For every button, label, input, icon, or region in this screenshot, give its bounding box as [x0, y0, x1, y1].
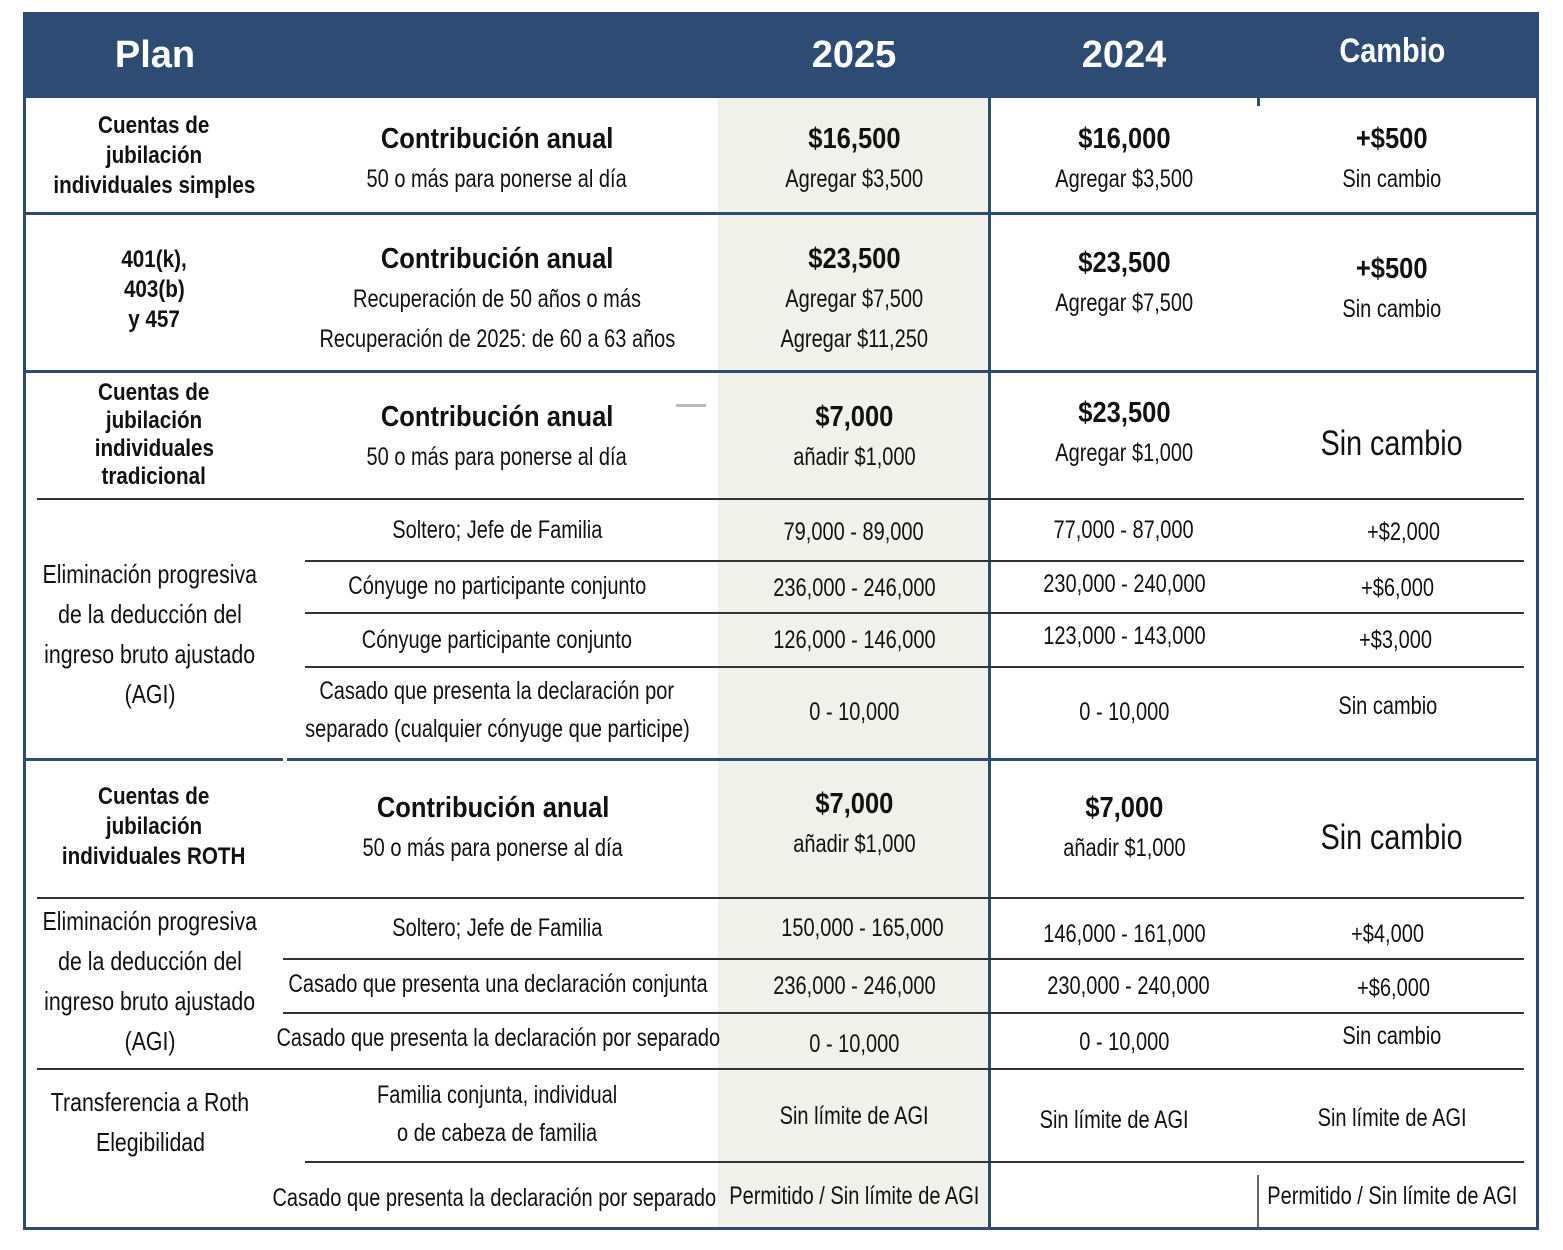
roth-2024: $7,000 añadir $1,000 [1062, 792, 1186, 862]
divider-2024-change-top [1257, 98, 1260, 106]
roth-row-2024: 0 - 10,000 [1078, 1028, 1170, 1056]
roth-row-2024: 230,000 - 240,000 [1046, 972, 1210, 1000]
roth-2025: $7,000 añadir $1,000 [792, 788, 916, 858]
header-2024: 2024 [1081, 33, 1167, 76]
row-separator-thin [305, 560, 1524, 562]
divider-2024-change-bottom [1257, 1175, 1259, 1227]
conv-row-change: Permitido / Sin límite de AGI [1266, 1182, 1518, 1210]
roth-row-2025: 150,000 - 165,000 [780, 914, 944, 942]
row-separator [23, 758, 283, 761]
stray-mark [676, 404, 706, 407]
plan-simple: Cuentas de jubilación individuales simpl… [53, 112, 255, 199]
divider-2025-2024 [988, 98, 991, 1227]
traditional-label: Contribución anual 50 o más para ponerse… [366, 401, 628, 471]
plan-traditional: Cuentas de jubilación individuales tradi… [94, 379, 214, 490]
trad-row-label: Cónyuge participante conjunto [361, 626, 633, 654]
roth-row-label: Soltero; Jefe de Familia [391, 914, 603, 942]
401k-2024: $23,500 Agregar $7,500 [1055, 247, 1193, 317]
trad-row-2025: 236,000 - 246,000 [772, 574, 936, 602]
trad-row-2024: 230,000 - 240,000 [1042, 570, 1206, 598]
trad-row-change: +$3,000 [1359, 626, 1433, 654]
trad-row-change: Sin cambio [1338, 692, 1438, 720]
header-change: Cambio [1339, 31, 1445, 70]
row-separator-thin [283, 1012, 1524, 1014]
trad-row-2025: 0 - 10,000 [808, 698, 900, 726]
trad-row-2024: 0 - 10,000 [1078, 698, 1170, 726]
traditional-2024: $23,500 Agregar $1,000 [1055, 397, 1193, 467]
table-header [23, 12, 1539, 98]
trad-row-label: Casado que presenta la declaración por s… [304, 677, 690, 743]
row-separator-thin [305, 1161, 1524, 1163]
roth-change: Sin cambio [1321, 818, 1463, 857]
row-separator-thin [305, 666, 1524, 668]
trad-row-change: +$6,000 [1361, 574, 1435, 602]
conv-row-2024: Sin límite de AGI [1039, 1106, 1189, 1134]
roth-row-change: +$6,000 [1357, 974, 1431, 1002]
simple-2025: $16,500 Agregar $3,500 [785, 123, 923, 193]
column-2025-highlight [718, 98, 990, 1227]
row-separator [287, 758, 1539, 761]
roth-row-2025: 236,000 - 246,000 [772, 972, 936, 1000]
conv-row-label: Casado que presenta la declaración por s… [272, 1184, 716, 1212]
roth-row-2025: 0 - 10,000 [808, 1030, 900, 1058]
row-separator-thin [283, 958, 1524, 960]
conv-row-label: Familia conjunta, individual o de cabeza… [376, 1081, 618, 1147]
conv-row-2025: Permitido / Sin límite de AGI [728, 1182, 980, 1210]
trad-row-label: Soltero; Jefe de Familia [391, 516, 603, 544]
roth-row-change: +$4,000 [1351, 920, 1425, 948]
traditional-2025: $7,000 añadir $1,000 [792, 401, 916, 471]
401k-change: +$500 Sin cambio [1342, 253, 1442, 323]
conv-row-2025: Sin límite de AGI [779, 1102, 929, 1130]
row-separator [23, 370, 1539, 373]
header-plan: Plan [114, 33, 196, 76]
row-separator [23, 212, 1539, 215]
plan-401k: 401(k), 403(b) y 457 [121, 246, 187, 333]
row-separator-thin [305, 612, 1524, 614]
traditional-change: Sin cambio [1321, 424, 1463, 463]
trad-row-2025: 79,000 - 89,000 [783, 518, 925, 546]
row-separator-thin [37, 498, 1524, 500]
roth-row-label: Casado que presenta la declaración por s… [276, 1024, 720, 1052]
plan-roth: Cuentas de jubilación individuales ROTH [62, 783, 246, 870]
roth-phaseout-label: Eliminación progresiva de la deducción d… [42, 906, 258, 1056]
401k-2025: $23,500 Agregar $7,500 Agregar $11,250 [780, 243, 928, 353]
roth-row-label: Casado que presenta una declaración conj… [288, 970, 708, 998]
401k-label: Contribución anual Recuperación de 50 añ… [319, 243, 675, 353]
header-2025: 2025 [811, 33, 897, 76]
roth-row-change: Sin cambio [1342, 1022, 1442, 1050]
row-separator-thin [37, 897, 1524, 899]
trad-row-label: Cónyuge no participante conjunto [348, 572, 646, 600]
trad-row-2024: 77,000 - 87,000 [1053, 516, 1195, 544]
simple-2024: $16,000 Agregar $3,500 [1055, 123, 1193, 193]
roth-conversion-label: Transferencia a Roth Elegibilidad [50, 1087, 250, 1157]
conv-row-change: Sin límite de AGI [1317, 1104, 1467, 1132]
simple-label: Contribución anual 50 o más para ponerse… [366, 123, 628, 193]
simple-change: +$500 Sin cambio [1342, 123, 1442, 193]
trad-row-2025: 126,000 - 146,000 [772, 626, 936, 654]
trad-row-2024: 123,000 - 143,000 [1042, 622, 1206, 650]
roth-row-2024: 146,000 - 161,000 [1042, 920, 1206, 948]
roth-label: Contribución anual 50 o más para ponerse… [362, 792, 624, 862]
row-separator-thin [37, 1068, 1524, 1070]
trad-row-change: +$2,000 [1367, 518, 1441, 546]
traditional-phaseout-label: Eliminación progresiva de la deducción d… [42, 559, 258, 709]
